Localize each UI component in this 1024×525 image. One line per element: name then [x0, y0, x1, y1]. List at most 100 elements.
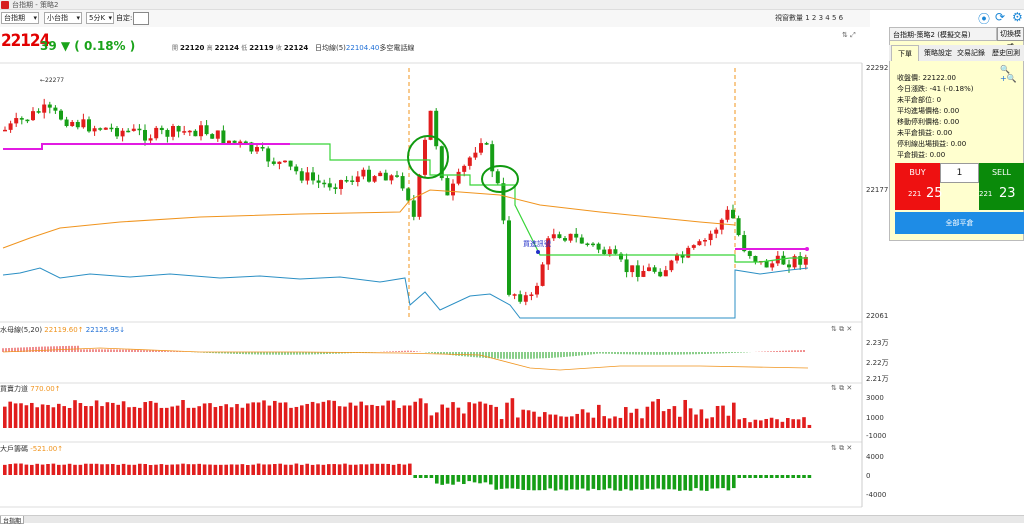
candle-body: [428, 110, 433, 140]
sub3-bar: [105, 464, 110, 475]
sub3-bar: [516, 475, 520, 489]
sub3-bar: [667, 475, 671, 490]
tab-strategy[interactable]: 策略設定: [924, 49, 952, 57]
sub2-bar: [667, 408, 671, 428]
sub2-bar: [737, 419, 741, 428]
candle-body: [361, 169, 366, 177]
refresh-icon[interactable]: ⟳: [995, 10, 1006, 24]
sub3-bar: [121, 463, 126, 475]
sub2-bar: [634, 408, 639, 428]
sub3-bar: [553, 475, 558, 491]
sub2-bar: [424, 403, 428, 428]
candle-body: [764, 260, 769, 268]
sub3-bar: [451, 475, 455, 485]
symbol-select[interactable]: 台指期: [1, 12, 39, 24]
switch-mode-button[interactable]: 切換模式: [997, 27, 1024, 51]
sub2-tools[interactable]: ⇅ ⧉ ✕: [831, 384, 853, 392]
sub2-bar: [521, 409, 525, 428]
signal-icon[interactable]: ⦿: [978, 12, 991, 26]
sub1-axis-1: 2.23万: [866, 339, 889, 347]
sub2-bar: [100, 406, 104, 428]
sub3-bar: [24, 464, 29, 475]
candle-body: [591, 243, 595, 246]
sub2-bar: [656, 399, 660, 428]
candle-body: [411, 200, 416, 217]
sub3-bar: [73, 464, 77, 475]
sub3-bar: [775, 475, 779, 478]
sub2-bar: [715, 405, 720, 428]
sub3-bar: [489, 475, 493, 485]
candle-body: [344, 180, 349, 182]
period-select[interactable]: 5分K: [86, 12, 114, 24]
tab-backtest[interactable]: 歷史回測: [992, 49, 1020, 57]
close-all-button[interactable]: 全部平倉: [895, 212, 1024, 234]
sub3-bar: [429, 475, 434, 478]
candle-body: [383, 172, 388, 181]
candle-body: [81, 119, 86, 128]
sub3-bar: [273, 464, 277, 475]
candle-body: [75, 121, 80, 128]
info-realized: 平倉損益: 0.00: [897, 151, 946, 159]
candle-body: [367, 169, 371, 182]
sub2-bar: [213, 407, 218, 428]
candle-body: [585, 243, 590, 246]
sub3-bar: [445, 475, 450, 484]
sub2-bar: [127, 407, 131, 428]
candle-body: [803, 256, 808, 265]
sub2-title: 買賣力道: [0, 385, 28, 393]
sub2-bar: [624, 407, 628, 428]
screen-count-label: 視窗數量: [775, 14, 803, 22]
candle-body: [255, 147, 259, 152]
sub1-tools[interactable]: ⇅ ⧉ ✕: [831, 325, 853, 333]
sub3-bar: [462, 475, 466, 485]
sub3-bar: [202, 464, 207, 475]
sub3-bar: [640, 475, 644, 490]
candle-body: [467, 157, 472, 166]
buy-button[interactable]: BUY 221 25: [895, 163, 943, 210]
custom-period-input[interactable]: [133, 12, 149, 25]
sub3-bar: [143, 463, 147, 475]
sub2-bar: [435, 412, 439, 428]
screen-numbers[interactable]: 1 2 3 4 5 6: [805, 14, 844, 22]
sub3-bar: [624, 475, 628, 490]
sub2-bar: [699, 409, 704, 428]
candle-body: [647, 267, 651, 271]
sub3-bar: [575, 475, 579, 490]
tab-records[interactable]: 交易記錄: [957, 49, 985, 57]
sub1-axis-3: 2.21万: [866, 375, 889, 383]
window-titlebar: 台指期 - 策略2: [0, 0, 1024, 10]
sub3-bar: [580, 475, 585, 489]
sub3-bar: [278, 463, 282, 475]
settings-icon[interactable]: ⚙: [1012, 10, 1023, 24]
candle-body: [159, 127, 164, 131]
qty-input[interactable]: 1: [940, 163, 979, 183]
contract-select[interactable]: 小台指: [44, 12, 82, 24]
sub2-bar: [456, 407, 461, 428]
candle-body: [658, 271, 663, 277]
sub2-bar: [84, 406, 88, 428]
high-value: 22124: [214, 44, 239, 52]
zoom-icons[interactable]: 🔍+🔍: [1000, 65, 1017, 83]
candle-body: [154, 127, 159, 139]
sub2-bar: [170, 406, 174, 428]
blue-line: [2, 267, 809, 319]
candle-body: [277, 161, 282, 164]
sub3-bar: [759, 475, 763, 478]
sub2-bar: [3, 406, 7, 428]
tab-order[interactable]: 下單: [891, 45, 919, 61]
sub2-bar: [121, 401, 126, 428]
sub3-bar: [51, 463, 56, 475]
sub2-bar: [273, 400, 277, 428]
candle-body: [260, 147, 265, 149]
sub3-bar: [159, 464, 164, 475]
sub3-bar: [78, 464, 83, 475]
close-value: 22124: [283, 44, 309, 52]
sub3-tools[interactable]: ⇅ ⧉ ✕: [831, 444, 853, 452]
sub2-bar: [613, 416, 617, 428]
candle-body: [501, 183, 506, 221]
ma-label: 日均線(5): [315, 44, 346, 52]
main-pane-tools[interactable]: ⇅ ⤢: [842, 31, 856, 39]
sub2-bar: [705, 418, 709, 428]
sub3-bar: [19, 463, 23, 475]
sell-button[interactable]: SELL 221 23: [979, 163, 1024, 210]
